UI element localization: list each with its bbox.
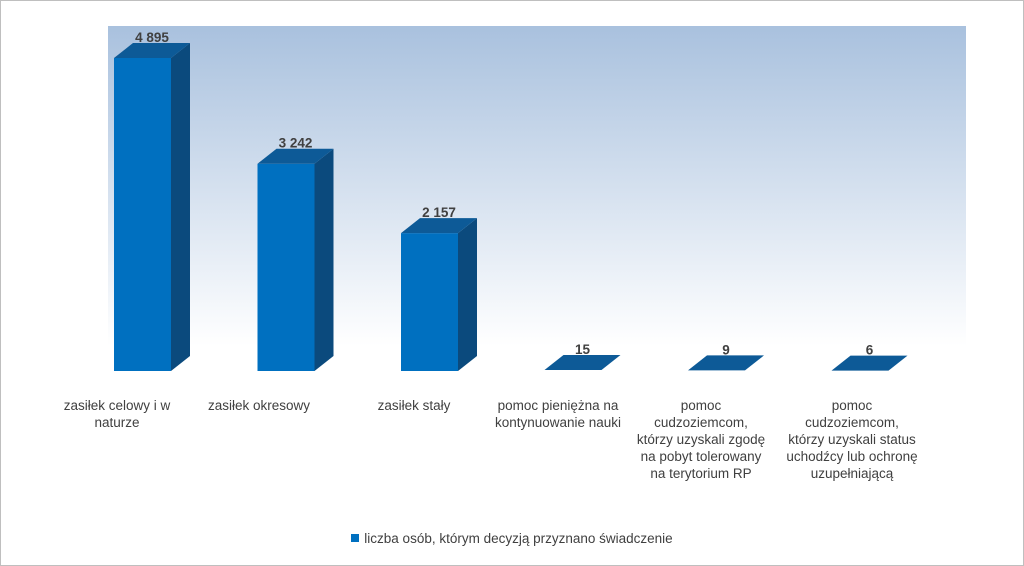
legend: liczba osób, którym decyzją przyznano św… bbox=[0, 531, 1024, 546]
data-label: 4 895 bbox=[135, 30, 169, 45]
bar bbox=[688, 355, 764, 371]
category-label: zasiłek celowy i w naturze bbox=[63, 398, 171, 430]
bar-front bbox=[257, 163, 315, 371]
data-labels: 4 895 3 242 2 157 15 9 6 bbox=[135, 30, 874, 358]
data-label: 9 bbox=[722, 342, 730, 357]
category-label: zasiłek okresowy bbox=[207, 398, 311, 413]
data-label: 15 bbox=[575, 342, 591, 357]
data-label: 2 157 bbox=[422, 205, 456, 220]
category-label: pomoc cudzoziemcom, którzy uzyskali stat… bbox=[786, 398, 918, 481]
bar bbox=[257, 148, 334, 371]
data-label: 6 bbox=[866, 343, 874, 358]
category-label: pomoc cudzoziemcom, którzy uzyskali zgod… bbox=[636, 398, 766, 481]
bar-front bbox=[401, 233, 458, 371]
bar-top bbox=[401, 218, 477, 234]
bar bbox=[544, 355, 621, 371]
bar-top bbox=[831, 355, 908, 371]
legend-label: liczba osób, którym decyzją przyznano św… bbox=[364, 531, 673, 546]
category-label: zasiłek stały bbox=[377, 398, 451, 413]
bar-top bbox=[544, 355, 621, 371]
bar-top bbox=[257, 148, 334, 164]
data-label: 3 242 bbox=[279, 136, 313, 151]
bar-side bbox=[171, 43, 190, 371]
bar bbox=[831, 355, 908, 371]
bar-top bbox=[688, 355, 764, 371]
category-label: pomoc pieniężna na kontynuowanie nauki bbox=[494, 398, 622, 430]
bar-side bbox=[314, 148, 334, 371]
bar-side bbox=[458, 218, 477, 371]
bar bbox=[401, 218, 477, 371]
bar-front bbox=[114, 58, 171, 371]
legend-swatch bbox=[351, 534, 360, 542]
bar-top bbox=[114, 43, 190, 58]
bar bbox=[114, 43, 190, 371]
chart-back-wall bbox=[108, 26, 966, 346]
bars bbox=[114, 43, 908, 371]
